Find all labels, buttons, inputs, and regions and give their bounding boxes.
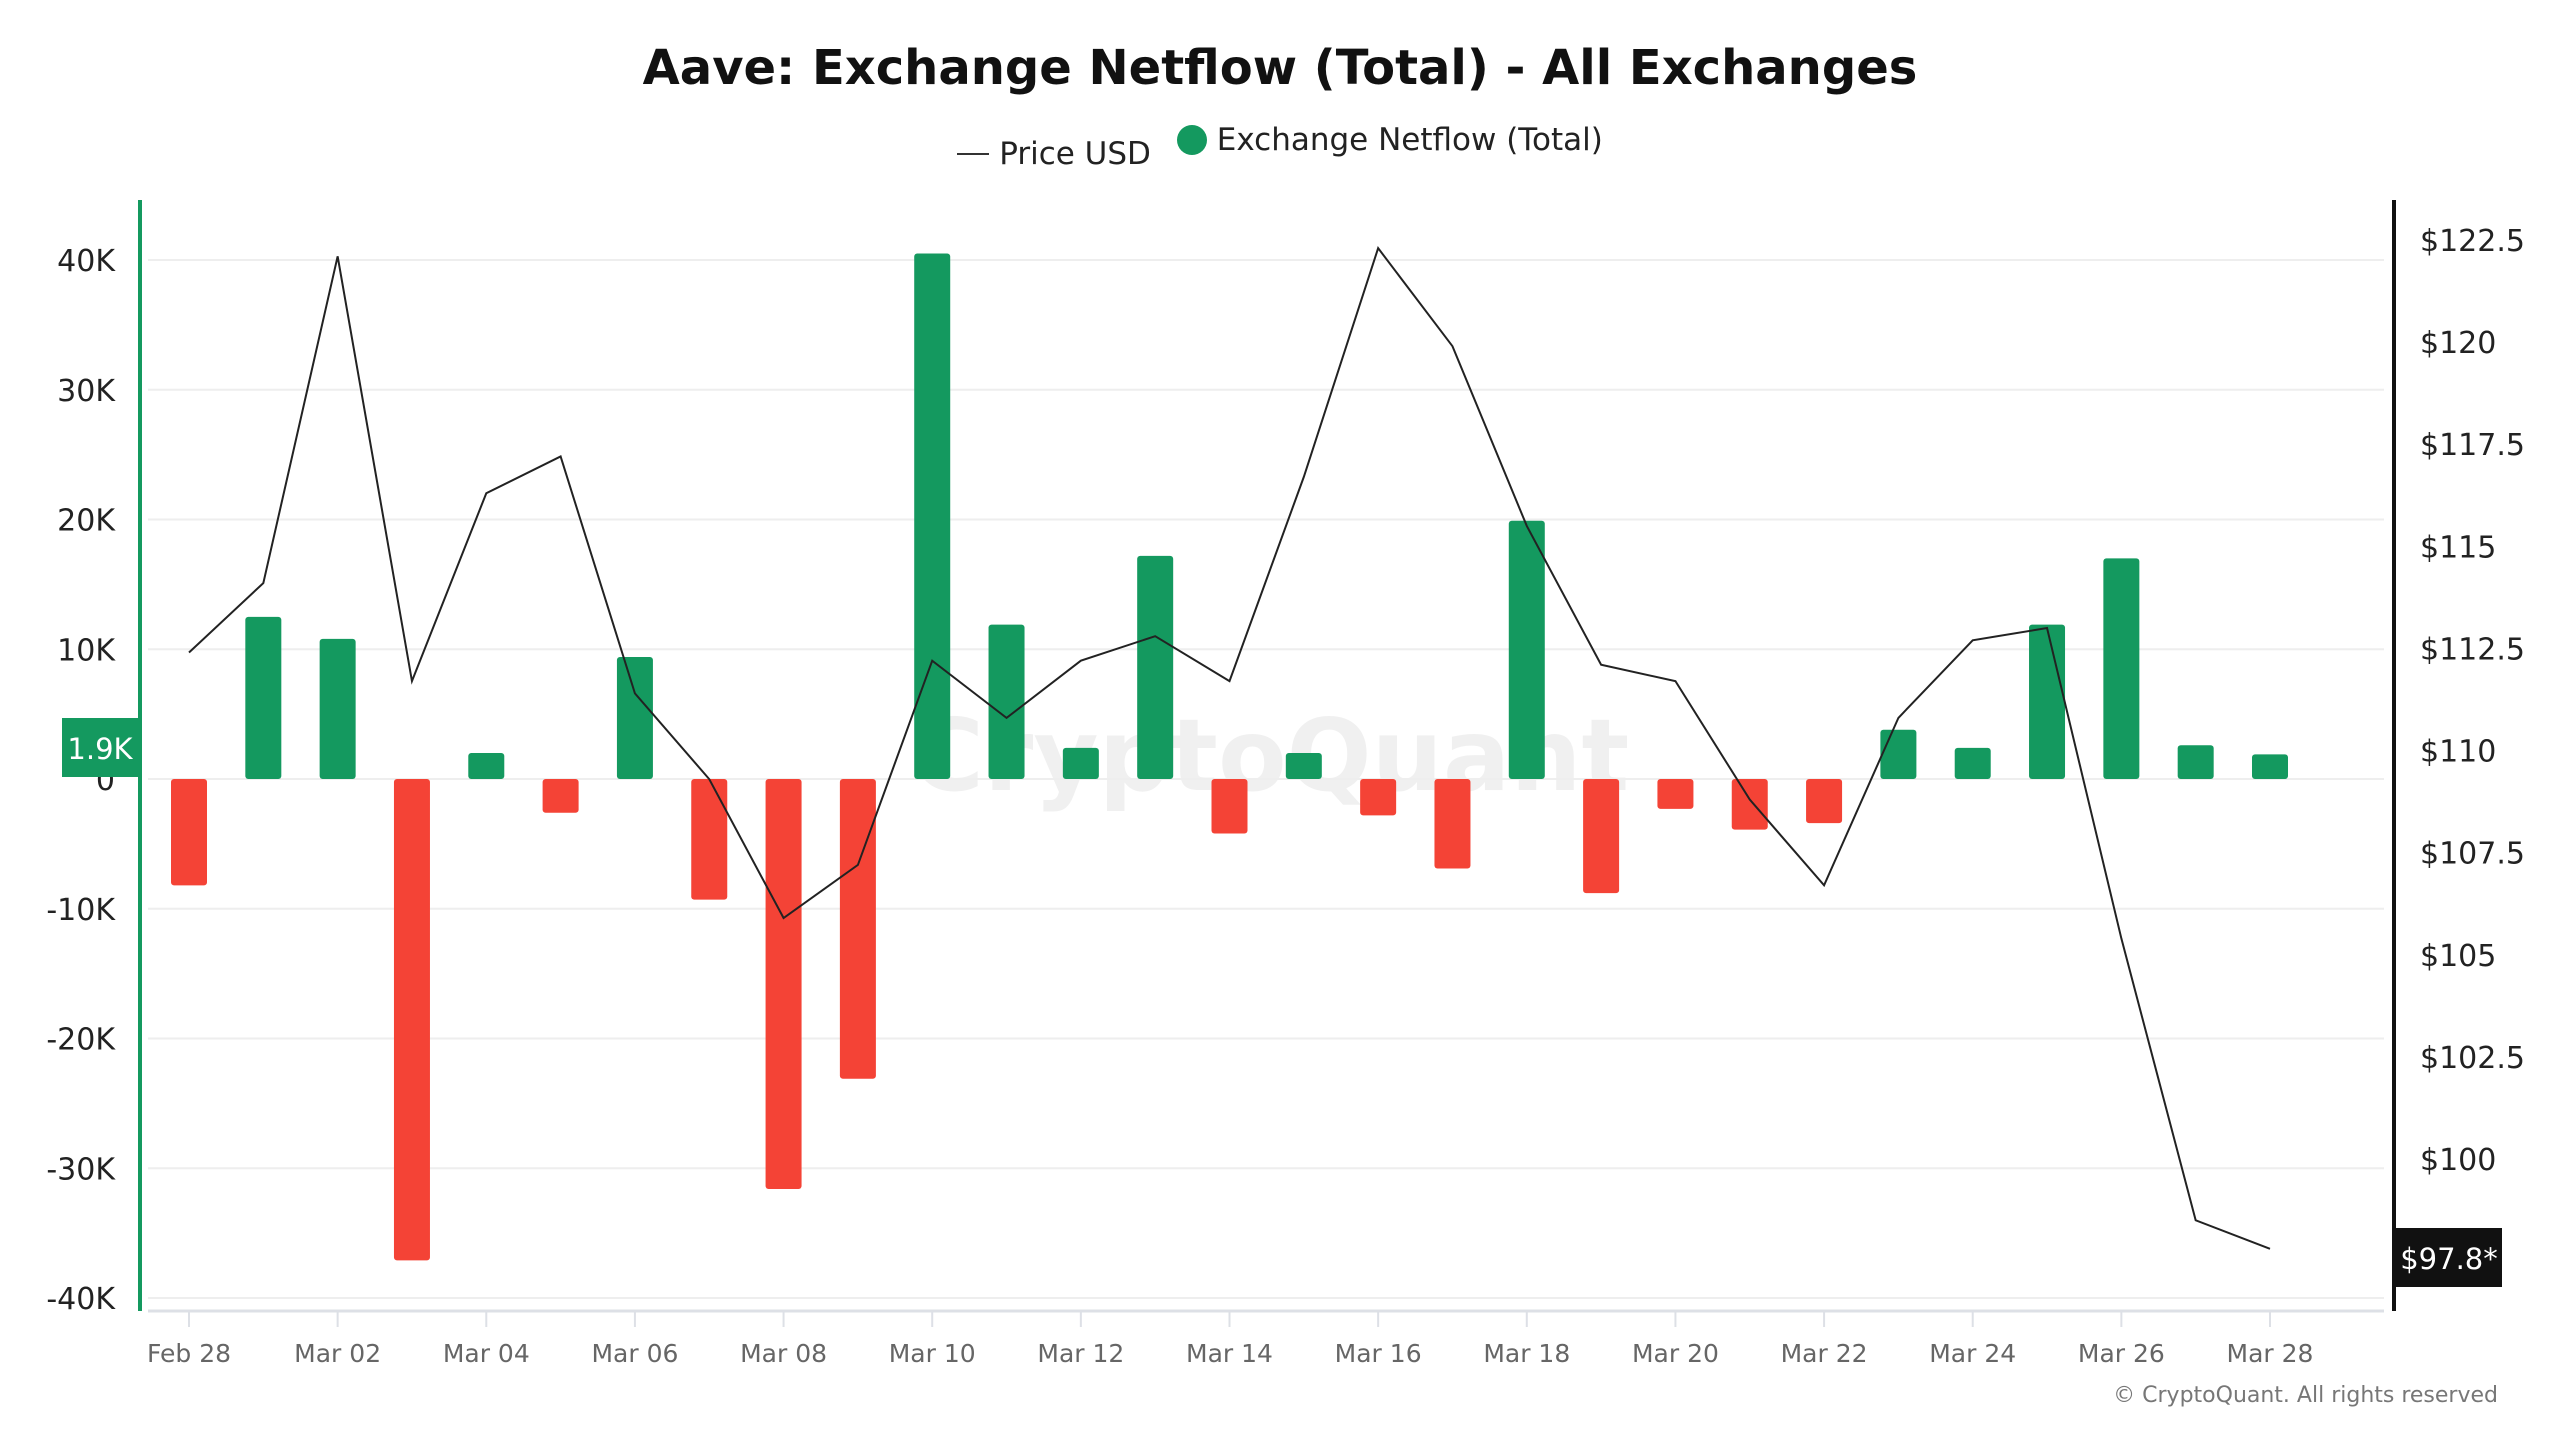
- current-netflow-label: 1.9K: [67, 732, 133, 766]
- x-axis-tick-label: Mar 22: [1781, 1339, 1868, 1368]
- netflow-bar-mar-03: [393, 779, 430, 1261]
- current-netflow-badge: [62, 718, 138, 777]
- legend-item-netflow[interactable]: Exchange Netflow (Total): [1176, 122, 1603, 158]
- netflow-bar-mar-20: [1657, 779, 1694, 809]
- current-price-label: $97.8*: [2400, 1242, 2498, 1276]
- netflow-bar-mar-04: [468, 753, 505, 779]
- x-axis-tick-label: Mar 04: [443, 1339, 530, 1368]
- right-axis-tick-label: $102.5: [2420, 1041, 2525, 1076]
- left-axis-tick-label: 10K: [57, 633, 116, 668]
- netflow-bar-mar-18: [1508, 520, 1545, 779]
- legend-label-netflow: Exchange Netflow (Total): [1216, 122, 1603, 158]
- netflow-bar-mar-24: [1954, 747, 1991, 779]
- left-axis-tick-label: -20K: [46, 1023, 116, 1058]
- netflow-bar-mar-16: [1360, 779, 1397, 816]
- netflow-bar-mar-06: [616, 657, 653, 779]
- x-axis-tick-label: Mar 16: [1335, 1339, 1422, 1368]
- x-axis-tick-label: Mar 18: [1483, 1339, 1570, 1368]
- netflow-bar-mar-27: [2177, 745, 2214, 779]
- right-axis-tick-label: $100: [2420, 1143, 2496, 1178]
- price-line: [188, 246, 2271, 1250]
- netflow-bar-mar-11: [988, 624, 1025, 779]
- netflow-bar-mar-02: [319, 638, 356, 779]
- legend-item-price[interactable]: Price USD: [957, 136, 1151, 172]
- netflow-bar-mar-17: [1434, 779, 1471, 869]
- current-price-badge: [2396, 1228, 2502, 1287]
- x-axis-tick-label: Mar 12: [1037, 1339, 1124, 1368]
- chart-title: Aave: Exchange Netflow (Total) - All Exc…: [642, 40, 1918, 96]
- x-axis-tick-label: Mar 24: [1929, 1339, 2016, 1368]
- netflow-bar-mar-26: [2103, 558, 2140, 779]
- x-axis-tick-label: Mar 06: [591, 1339, 678, 1368]
- netflow-bar-mar-23: [1880, 729, 1917, 779]
- netflow-bar-feb-28: [171, 779, 207, 886]
- netflow-bar-mar-19: [1583, 779, 1620, 894]
- copyright-notice: © CryptoQuant. All rights reserved: [2113, 1383, 2498, 1408]
- right-axis-tick-label: $117.5: [2420, 428, 2525, 463]
- left-axis-tick-label: 30K: [57, 374, 116, 409]
- right-axis-tick-label: $110: [2420, 735, 2496, 770]
- netflow-bar-mar-10: [914, 253, 951, 779]
- line-legend-icon: [957, 153, 990, 155]
- netflow-bar-mar-25: [2029, 624, 2066, 779]
- x-axis-tick-label: Feb 28: [147, 1339, 231, 1368]
- x-axis-tick-label: Mar 14: [1186, 1339, 1273, 1368]
- left-axis-tick-label: 20K: [57, 504, 116, 539]
- left-axis-tick-label: 40K: [57, 244, 116, 279]
- netflow-bar-mar-07: [691, 779, 728, 900]
- x-axis-tick-label: Mar 08: [740, 1339, 827, 1368]
- left-axis-tick-label: -30K: [46, 1152, 116, 1187]
- x-axis-tick-label: Mar 02: [294, 1339, 381, 1368]
- netflow-bar-mar-21: [1731, 779, 1768, 830]
- left-axis-tick-label: -40K: [46, 1282, 116, 1317]
- legend: Price USD Exchange Netflow (Total): [0, 122, 2560, 172]
- right-axis-tick-label: $112.5: [2420, 632, 2525, 667]
- right-axis-tick-label: $120: [2420, 326, 2496, 361]
- legend-label-price: Price USD: [999, 136, 1151, 172]
- netflow-bar-mar-12: [1062, 747, 1099, 779]
- netflow-bar-mar-09: [839, 779, 876, 1079]
- netflow-bar-mar-22: [1806, 779, 1843, 824]
- netflow-bar-mar-08: [765, 779, 802, 1190]
- netflow-bar-mar-13: [1137, 555, 1174, 779]
- netflow-bar-mar-14: [1211, 779, 1248, 834]
- x-axis-tick-label: Mar 28: [2227, 1339, 2314, 1368]
- x-axis-tick-label: Mar 20: [1632, 1339, 1719, 1368]
- dot-legend-icon: [1176, 125, 1207, 155]
- netflow-bar-mar-01: [245, 616, 282, 779]
- x-axis-tick-label: Mar 10: [889, 1339, 976, 1368]
- netflow-bar-mar-28: [2252, 754, 2288, 779]
- right-axis-tick-label: $115: [2420, 530, 2496, 565]
- right-axis-tick-label: $107.5: [2420, 837, 2525, 872]
- netflow-bar-mar-05: [542, 779, 579, 813]
- netflow-bar-mar-15: [1285, 753, 1322, 779]
- left-axis-tick-label: -10K: [46, 893, 116, 928]
- right-axis-tick-label: $105: [2420, 939, 2496, 974]
- right-axis-tick-label: $122.5: [2420, 224, 2525, 259]
- x-axis-tick-label: Mar 26: [2078, 1339, 2165, 1368]
